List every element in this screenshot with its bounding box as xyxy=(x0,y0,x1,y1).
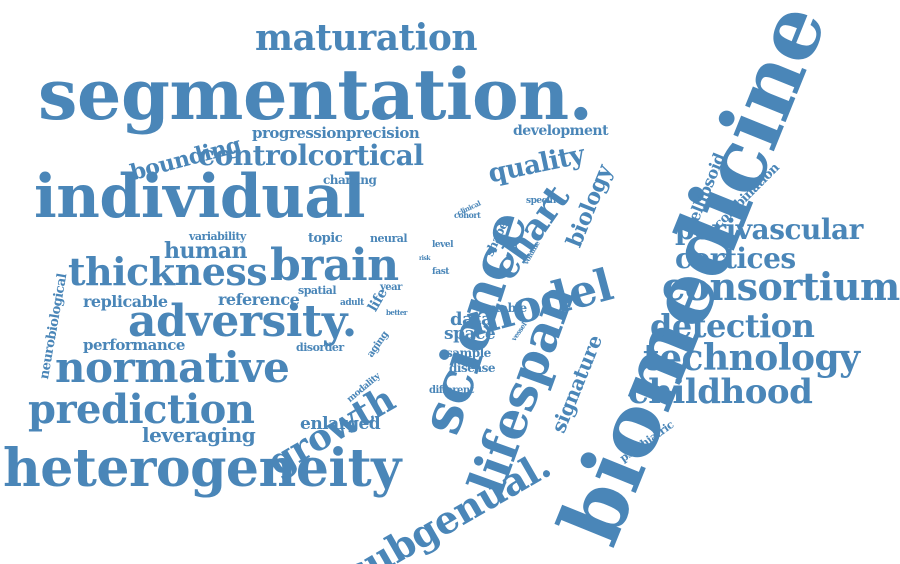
word-better: better xyxy=(386,308,407,317)
word-risk: risk xyxy=(419,255,430,262)
word-specific: specific xyxy=(526,196,561,206)
word-leveraging: leveraging xyxy=(142,423,256,447)
word-year: year xyxy=(380,282,402,293)
word-individual: individual xyxy=(34,162,366,232)
word-charting: charting xyxy=(323,173,377,187)
word-data: data xyxy=(450,309,493,330)
word-different: different xyxy=(429,385,474,396)
word-adult: adult xyxy=(340,298,364,308)
word-reference: reference xyxy=(218,290,300,309)
word-topic: topic xyxy=(308,231,343,246)
word-prediction: prediction xyxy=(28,386,255,433)
word-replicable: replicable xyxy=(83,292,168,311)
word-enlarged: enlarged xyxy=(300,414,381,434)
word-controlcortical: controlcortical xyxy=(198,139,424,172)
word-brain: brain xyxy=(270,240,399,291)
word-detection: detection xyxy=(650,307,815,345)
word-precision: precision xyxy=(346,124,420,142)
word-cortices: cortices xyxy=(675,242,796,275)
word-space: space xyxy=(444,324,496,344)
word-disorder: disorder xyxy=(296,341,344,354)
word-stable: stable xyxy=(489,301,527,315)
word-aging: aging xyxy=(365,329,391,360)
word-progression: progression xyxy=(252,124,347,142)
word-performance: performance xyxy=(83,336,185,354)
word-consortium: consortium xyxy=(662,264,900,309)
word-segmentation: segmentation. xyxy=(38,53,593,136)
word-variability: variability xyxy=(189,230,246,243)
word-quality: quality xyxy=(485,139,588,190)
word-spatial: spatial xyxy=(298,284,337,297)
word-sample: sample xyxy=(446,346,491,360)
word-human: human xyxy=(164,238,248,264)
word-maturation: maturation xyxy=(255,17,478,59)
word-fast: fast xyxy=(432,267,449,277)
word-cohort: cohort xyxy=(454,210,481,220)
word-heterogeneity: heterogeneity xyxy=(3,438,401,499)
word-level: level xyxy=(432,240,454,250)
word-perivascular: perivascular xyxy=(675,213,863,246)
word-normative: normative xyxy=(55,343,290,392)
word-childhood: childhood xyxy=(628,372,813,412)
word-neural: neural xyxy=(370,232,408,245)
word-thickness: thickness xyxy=(68,249,268,294)
word-disease: disease xyxy=(449,361,496,375)
word-adversity: adversity. xyxy=(128,296,357,347)
word-technology: technology xyxy=(643,337,860,379)
word-development: development xyxy=(513,123,609,139)
